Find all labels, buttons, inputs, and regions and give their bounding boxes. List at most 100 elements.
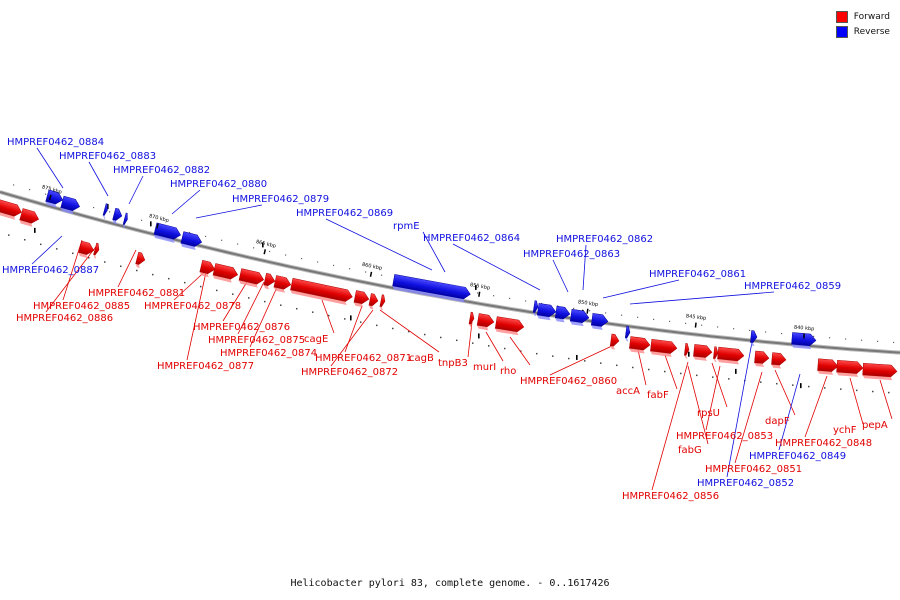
- forward-gene-shape[interactable]: [353, 290, 370, 308]
- reverse-gene-shape[interactable]: [791, 332, 817, 350]
- gene-label[interactable]: HMPREF0462_0875: [208, 335, 305, 346]
- reverse-gene-shape[interactable]: [624, 325, 631, 342]
- reverse-gene-shape[interactable]: [153, 222, 182, 244]
- gene-label[interactable]: HMPREF0462_0881: [88, 288, 185, 299]
- gene-label[interactable]: cagB: [409, 353, 434, 364]
- gene-label[interactable]: cagE: [304, 334, 328, 345]
- gene-label[interactable]: HMPREF0462_0856: [622, 491, 719, 502]
- gene-label[interactable]: HMPREF0462_0852: [697, 478, 794, 489]
- track-dot: [408, 330, 410, 333]
- gene-label[interactable]: HMPREF0462_0884: [7, 137, 104, 148]
- gene-label[interactable]: HMPREF0462_0877: [157, 361, 254, 372]
- gene-label[interactable]: HMPREF0462_0883: [59, 151, 156, 162]
- gene-label[interactable]: fabG: [678, 445, 702, 456]
- forward-gene-shape[interactable]: [476, 313, 495, 331]
- forward-gene-shape[interactable]: [771, 352, 787, 369]
- gene-label[interactable]: murI: [473, 362, 496, 373]
- reverse-gene-shape[interactable]: [590, 313, 609, 330]
- gene-label[interactable]: HMPREF0462_0871: [315, 353, 412, 364]
- reverse-gene-shape[interactable]: [102, 203, 109, 219]
- gene-label[interactable]: HMPREF0462_0862: [556, 234, 653, 245]
- gene-label[interactable]: HMPREF0462_0848: [775, 438, 872, 449]
- gene-label[interactable]: HMPREF0462_0876: [193, 322, 290, 333]
- gene-label[interactable]: rho: [500, 366, 516, 377]
- forward-gene-shape[interactable]: [609, 333, 620, 350]
- gene-label[interactable]: pepA: [862, 420, 888, 431]
- forward-gene-shape[interactable]: [238, 268, 265, 289]
- reverse-gene-shape[interactable]: [112, 207, 124, 225]
- gene-label[interactable]: HMPREF0462_0861: [649, 269, 746, 280]
- gene-label[interactable]: HMPREF0462_0874: [220, 348, 317, 359]
- feature-mark: [150, 221, 152, 227]
- forward-gene-shape[interactable]: [713, 346, 719, 362]
- reverse-gene-shape[interactable]: [122, 212, 129, 229]
- forward-gene-shape[interactable]: [212, 263, 239, 283]
- gene-label[interactable]: accA: [616, 386, 640, 397]
- forward-gene-shape[interactable]: [273, 275, 292, 294]
- forward-gene-shape[interactable]: [263, 272, 276, 290]
- gene-label-leader: [452, 243, 541, 291]
- gene-label[interactable]: HMPREF0462_0860: [520, 376, 617, 387]
- forward-gene-shape[interactable]: [78, 240, 95, 259]
- reverse-gene-shape[interactable]: [60, 195, 81, 215]
- forward-gene-shape[interactable]: [468, 311, 475, 328]
- legend-label-reverse: Reverse: [853, 26, 890, 37]
- gene-label[interactable]: HMPREF0462_0879: [232, 194, 329, 205]
- gene-label[interactable]: HMPREF0462_0851: [705, 464, 802, 475]
- forward-gene-shape[interactable]: [494, 316, 525, 336]
- kbp-tick: 860 kbp: [361, 262, 383, 277]
- gene-label[interactable]: HMPREF0462_0859: [744, 281, 841, 292]
- reverse-gene-shape[interactable]: [532, 300, 539, 317]
- forward-gene-shape[interactable]: [650, 338, 678, 357]
- forward-gene-shape[interactable]: [19, 208, 40, 227]
- forward-gene-shape[interactable]: [717, 346, 745, 365]
- forward-gene-shape[interactable]: [836, 359, 864, 377]
- gene-label[interactable]: HMPREF0462_0880: [170, 179, 267, 190]
- gene-label[interactable]: rpsU: [697, 408, 720, 419]
- forward-gene-shape[interactable]: [368, 293, 379, 310]
- gene-label[interactable]: rpmE: [393, 221, 420, 232]
- forward-gene-shape[interactable]: [693, 344, 713, 361]
- forward-gene-shape[interactable]: [290, 277, 354, 306]
- gene-label-leader: [879, 379, 893, 420]
- gene-label[interactable]: HMPREF0462_0864: [423, 233, 520, 244]
- gene-label[interactable]: HMPREF0462_0886: [16, 313, 113, 324]
- gene-label-leader: [602, 279, 680, 299]
- forward-gene-shape[interactable]: [754, 350, 770, 367]
- reverse-gene-shape[interactable]: [536, 303, 557, 321]
- forward-gene-shape[interactable]: [135, 251, 146, 269]
- gene-arrow: [650, 338, 678, 354]
- gene-label[interactable]: HMPREF0462_0853: [676, 431, 773, 442]
- forward-gene-shape[interactable]: [199, 259, 216, 278]
- gene-label[interactable]: HMPREF0462_0878: [144, 301, 241, 312]
- reverse-gene-shape[interactable]: [392, 274, 471, 303]
- reverse-gene-shape[interactable]: [45, 189, 64, 209]
- gene-label[interactable]: HMPREF0462_0863: [523, 249, 620, 260]
- track-dot: [893, 341, 895, 344]
- reverse-gene-shape[interactable]: [569, 309, 590, 327]
- forward-gene-shape[interactable]: [684, 343, 690, 359]
- gene-label[interactable]: HMPREF0462_0849: [749, 451, 846, 462]
- forward-gene-shape[interactable]: [817, 358, 839, 376]
- gene-label[interactable]: HMPREF0462_0872: [301, 367, 398, 378]
- gene-label[interactable]: HMPREF0462_0885: [33, 301, 130, 312]
- track-dot: [72, 252, 74, 255]
- gene-label[interactable]: HMPREF0462_0882: [113, 165, 210, 176]
- track-dot: [168, 277, 170, 280]
- forward-gene-shape[interactable]: [93, 242, 101, 259]
- gene-label[interactable]: ychF: [833, 425, 857, 436]
- gene-label[interactable]: fabF: [647, 390, 669, 401]
- gene-label[interactable]: tnpB3: [438, 358, 468, 369]
- reverse-gene-shape[interactable]: [180, 231, 203, 251]
- track-dot: [813, 335, 815, 338]
- gene-label[interactable]: HMPREF0462_0887: [2, 265, 99, 276]
- forward-gene-shape[interactable]: [379, 294, 386, 311]
- forward-gene-shape[interactable]: [862, 362, 898, 381]
- forward-gene-shape[interactable]: [0, 198, 23, 221]
- reverse-gene-shape[interactable]: [554, 305, 571, 323]
- reverse-gene-shape[interactable]: [750, 330, 758, 347]
- gene-label[interactable]: HMPREF0462_0869: [296, 208, 393, 219]
- forward-gene-shape[interactable]: [629, 336, 651, 354]
- gene-label[interactable]: dapF: [765, 416, 790, 427]
- gene-label-leader: [582, 244, 587, 291]
